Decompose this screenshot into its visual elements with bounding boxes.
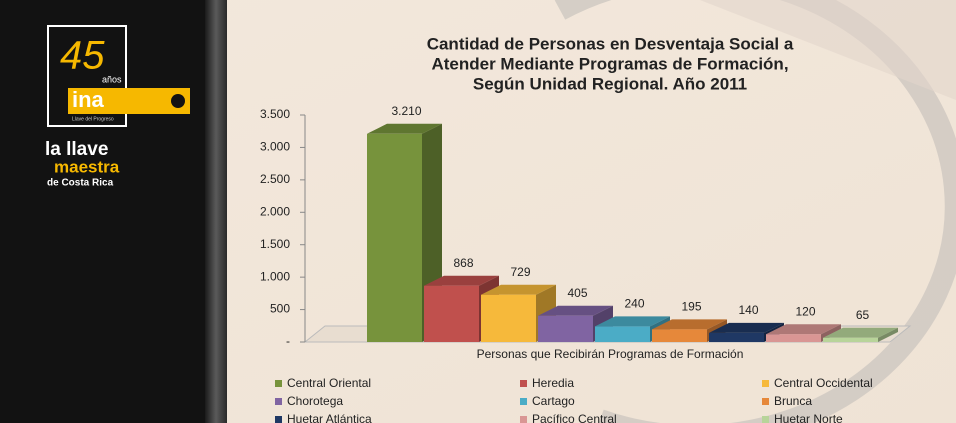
bar (367, 133, 422, 342)
legend-label: Central Occidental (774, 376, 873, 390)
bar (538, 315, 593, 342)
legend-swatch (275, 380, 282, 387)
legend-label: Brunca (774, 394, 812, 408)
bar (595, 326, 650, 342)
title-line: Según Unidad Regional. Año 2011 (473, 74, 747, 93)
value-label: 3.210 (391, 104, 421, 118)
legend-swatch (275, 416, 282, 423)
bar-top (367, 123, 442, 134)
legend-swatch (520, 380, 527, 387)
legend-label: Central Oriental (287, 376, 371, 390)
value-label: 729 (510, 265, 530, 279)
legend-swatch (762, 380, 769, 387)
bar-top (481, 284, 556, 295)
value-label: 140 (738, 303, 758, 317)
bar (652, 329, 707, 342)
side-panel (0, 0, 205, 423)
value-label: 868 (453, 256, 473, 270)
y-tick-label: - (286, 334, 290, 348)
bar (823, 337, 878, 342)
bar-side (878, 327, 898, 342)
value-label: 195 (681, 300, 701, 314)
logo: 45 años ina Llave del Progreso la llave … (45, 25, 190, 189)
logo-line1: la llave (45, 139, 108, 160)
legend-label: Pacífico Central (532, 412, 617, 423)
decor-arc (554, 0, 956, 423)
y-tick-label: 2.000 (260, 204, 290, 218)
bar-top (538, 305, 613, 316)
title-line: Cantidad de Personas en Desventaja Socia… (427, 34, 794, 53)
legend-label: Chorotega (287, 394, 343, 408)
legend-swatch (520, 398, 527, 405)
legend-label: Huetar Norte (774, 412, 843, 423)
y-tick-label: 3.000 (260, 140, 290, 154)
y-tick-label: 2.500 (260, 172, 290, 186)
legend-swatch (762, 398, 769, 405)
bar-top (823, 327, 898, 338)
legend-swatch (762, 416, 769, 423)
value-label: 405 (567, 286, 587, 300)
bar (481, 294, 536, 342)
logo-tagline: Llave del Progreso (72, 116, 114, 122)
logo-bar (68, 88, 190, 114)
logo-years: años (102, 74, 122, 84)
logo-line3: de Costa Rica (47, 178, 114, 189)
value-label: 240 (624, 297, 644, 311)
legend-label: Huetar Atlántica (287, 412, 372, 423)
logo-number: 45 (60, 34, 105, 78)
bar-top (595, 316, 670, 327)
y-tick-label: 1.000 (260, 269, 290, 283)
decor-wedge (700, 0, 956, 100)
legend-label: Heredia (532, 376, 574, 390)
bar (709, 332, 764, 342)
bar (766, 334, 821, 342)
title-line: Atender Mediante Programas de Formación, (431, 54, 788, 73)
logo-frame (47, 25, 127, 127)
legend-swatch (520, 416, 527, 423)
logo-dot (171, 94, 185, 108)
logo-brand: ina (72, 87, 105, 112)
value-label: 120 (795, 304, 815, 318)
x-axis-label: Personas que Recibirán Programas de Form… (477, 347, 744, 361)
legend-swatch (275, 398, 282, 405)
bar-top (652, 319, 727, 330)
chart-title: Cantidad de Personas en Desventaja Socia… (427, 34, 794, 93)
side-stripe (205, 0, 227, 423)
bar-top (766, 324, 841, 335)
bar-top (424, 275, 499, 286)
bar-top (709, 322, 784, 333)
bar (424, 285, 479, 342)
y-tick-label: 1.500 (260, 237, 290, 251)
y-tick-label: 500 (270, 302, 290, 316)
logo-line2: maestra (54, 157, 120, 176)
y-tick-label: 3.500 (260, 107, 290, 121)
value-label: 65 (856, 308, 870, 322)
legend-label: Cartago (532, 394, 575, 408)
